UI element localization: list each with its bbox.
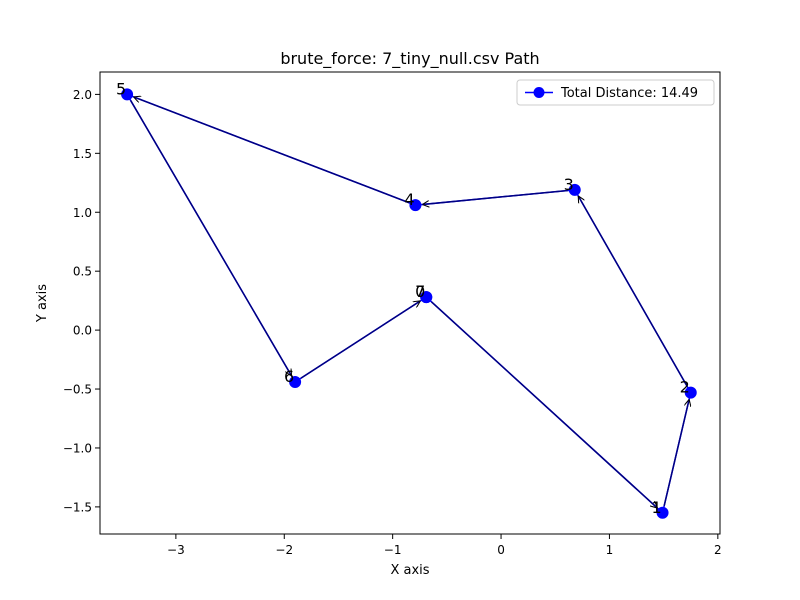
path-point bbox=[409, 199, 422, 212]
x-axis-label: X axis bbox=[390, 563, 429, 578]
plot-area: 0 1 2 3 4 5 6 7 bbox=[116, 79, 697, 519]
y-tick-label: 0.0 bbox=[73, 324, 92, 338]
path-arrow bbox=[430, 301, 657, 508]
point-label: 0 bbox=[415, 282, 425, 301]
point-label: 3 bbox=[564, 175, 574, 194]
y-tick-label: 1.0 bbox=[73, 206, 92, 220]
y-tick-label: −0.5 bbox=[63, 383, 92, 397]
y-tick-label: 1.5 bbox=[73, 147, 92, 161]
x-tick-label: −3 bbox=[167, 543, 185, 557]
point-label: 2 bbox=[680, 378, 690, 397]
path-arrow bbox=[663, 399, 689, 507]
point-label: 4 bbox=[404, 190, 414, 209]
y-axis: −1.5 −1.0 −0.5 0.0 0.5 1.0 1.5 2.0 bbox=[63, 88, 100, 514]
x-axis: −3 −2 −1 0 1 2 bbox=[167, 534, 722, 557]
y-tick-label: 2.0 bbox=[73, 88, 92, 102]
x-tick-label: 0 bbox=[497, 543, 505, 557]
x-tick-label: −2 bbox=[275, 543, 293, 557]
y-tick-label: 0.5 bbox=[73, 265, 92, 279]
x-tick-label: −1 bbox=[384, 543, 402, 557]
path-point bbox=[420, 291, 433, 304]
point-label: 5 bbox=[116, 79, 126, 98]
legend: Total Distance: 14.49 bbox=[516, 79, 715, 106]
legend-box bbox=[516, 79, 715, 106]
y-tick-label: −1.5 bbox=[63, 500, 92, 514]
legend-marker bbox=[533, 87, 545, 98]
chart-title: brute_force: 7_tiny_null.csv Path bbox=[280, 49, 539, 69]
path-arrow bbox=[577, 196, 688, 387]
y-axis-label: Y axis bbox=[35, 284, 50, 323]
path-arrow bbox=[300, 301, 420, 379]
x-tick-label: 2 bbox=[714, 543, 722, 557]
y-tick-label: −1.0 bbox=[63, 441, 92, 455]
x-tick-label: 1 bbox=[606, 543, 614, 557]
path-point bbox=[656, 506, 669, 519]
axes-frame bbox=[99, 71, 721, 535]
path-point bbox=[121, 88, 134, 101]
point-label: 6 bbox=[284, 367, 294, 386]
legend-entry: Total Distance: 14.49 bbox=[560, 86, 698, 101]
point-label: 7 bbox=[415, 282, 425, 301]
path-arrow bbox=[422, 189, 568, 205]
path-arrow bbox=[134, 97, 410, 204]
path-line bbox=[125, 92, 692, 515]
path-point bbox=[289, 375, 302, 388]
path-arrow bbox=[129, 100, 293, 375]
point-label: 1 bbox=[651, 498, 661, 517]
path-point bbox=[568, 183, 581, 196]
path-point bbox=[684, 386, 697, 399]
